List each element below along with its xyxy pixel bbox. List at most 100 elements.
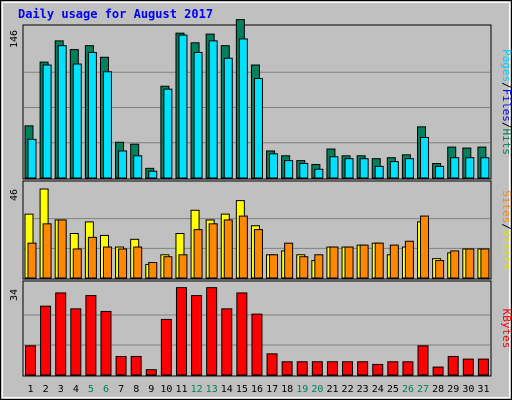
x-tick-label: 21 bbox=[326, 384, 338, 395]
x-tick-label: 16 bbox=[251, 384, 263, 395]
x-tick-label: 30 bbox=[462, 384, 474, 395]
bar-kbytes bbox=[402, 361, 414, 376]
bar-sites bbox=[299, 256, 309, 279]
bar-sites bbox=[148, 262, 158, 279]
legend-label-part: Pages bbox=[500, 49, 512, 82]
panel-visits-sites: 46 Sites/Visits bbox=[9, 180, 512, 280]
bar-sites bbox=[87, 236, 97, 279]
bar-sites bbox=[208, 223, 218, 279]
bar-files bbox=[208, 40, 218, 179]
bar-kbytes bbox=[40, 305, 52, 376]
bar-files bbox=[148, 170, 158, 179]
bar-kbytes bbox=[55, 292, 67, 376]
x-tick-label: 4 bbox=[73, 384, 79, 395]
y-max-label: 146 bbox=[9, 30, 20, 48]
bar-sites bbox=[269, 254, 279, 279]
x-tick-label: 2 bbox=[43, 384, 49, 395]
bar-sites bbox=[27, 242, 37, 279]
bar-files bbox=[118, 150, 128, 179]
bar-files bbox=[359, 158, 369, 179]
x-tick-label: 24 bbox=[372, 384, 384, 395]
x-tick-label: 14 bbox=[221, 384, 233, 395]
x-tick-label: 10 bbox=[160, 384, 172, 395]
x-tick-label: 19 bbox=[296, 384, 308, 395]
x-tick-label: 3 bbox=[58, 384, 64, 395]
bar-sites bbox=[223, 219, 233, 279]
legend-label-part: Files bbox=[500, 89, 512, 122]
bar-kbytes bbox=[462, 358, 474, 376]
bar-files bbox=[72, 63, 82, 179]
bar-files bbox=[269, 153, 279, 179]
bar-files bbox=[133, 155, 143, 179]
bar-sites bbox=[374, 242, 384, 279]
bar-sites bbox=[435, 260, 445, 279]
legend-label-part: Visits bbox=[500, 230, 512, 270]
bar-kbytes bbox=[477, 358, 489, 376]
x-tick-label: 7 bbox=[118, 384, 124, 395]
x-tick-label: 22 bbox=[342, 384, 354, 395]
x-tick-label: 9 bbox=[148, 384, 154, 395]
bar-sites bbox=[465, 248, 475, 279]
bar-kbytes bbox=[266, 353, 278, 376]
bar-sites bbox=[284, 242, 294, 279]
x-tick-label: 5 bbox=[88, 384, 94, 395]
bar-kbytes bbox=[387, 361, 399, 376]
x-tick-label: 6 bbox=[103, 384, 109, 395]
x-tick-label: 13 bbox=[206, 384, 218, 395]
x-tick-label: 12 bbox=[191, 384, 203, 395]
bar-kbytes bbox=[206, 287, 218, 376]
bar-sites bbox=[329, 246, 339, 279]
bar-kbytes bbox=[70, 308, 82, 376]
legend-label-part: / bbox=[500, 223, 512, 230]
bar-kbytes bbox=[432, 366, 444, 376]
x-tick-label: 17 bbox=[266, 384, 278, 395]
y-max-label: 46 bbox=[9, 189, 20, 201]
legend-label-part: KBytes bbox=[500, 309, 512, 349]
bar-kbytes bbox=[25, 345, 36, 376]
bar-kbytes bbox=[130, 355, 142, 376]
bar-sites bbox=[133, 246, 143, 279]
bar-sites bbox=[57, 219, 67, 279]
bar-sites bbox=[163, 256, 173, 279]
legend-axis-label: Pages/Files/Hits bbox=[500, 49, 512, 155]
bar-kbytes bbox=[236, 292, 248, 376]
bar-kbytes bbox=[251, 313, 263, 376]
bar-sites bbox=[404, 240, 414, 279]
bar-files bbox=[223, 57, 233, 179]
bar-kbytes bbox=[311, 361, 323, 376]
chart-title: Daily usage for August 2017 bbox=[18, 7, 213, 21]
bar-kbytes bbox=[372, 363, 384, 376]
bar-files bbox=[299, 163, 309, 179]
x-tick-label: 29 bbox=[447, 384, 459, 395]
x-tick-label: 31 bbox=[477, 384, 489, 395]
bar-files bbox=[42, 64, 52, 179]
bar-sites bbox=[238, 215, 248, 279]
bar-kbytes bbox=[326, 361, 338, 376]
bar-files bbox=[344, 158, 354, 179]
x-tick-label: 28 bbox=[432, 384, 444, 395]
x-tick-label: 11 bbox=[175, 384, 187, 395]
bar-kbytes bbox=[191, 295, 203, 376]
bar-files bbox=[193, 51, 203, 179]
bar-kbytes bbox=[85, 295, 97, 376]
legend-label-part: Sites bbox=[500, 190, 512, 223]
bar-sites bbox=[420, 215, 430, 279]
y-max-label: 34 bbox=[9, 289, 20, 301]
bar-files bbox=[480, 157, 490, 179]
bar-files bbox=[253, 78, 263, 179]
x-tick-label: 25 bbox=[387, 384, 399, 395]
bar-files bbox=[87, 51, 97, 179]
bar-kbytes bbox=[447, 355, 459, 376]
bar-files bbox=[435, 165, 445, 179]
panel-kbytes: 34 KBytes bbox=[9, 280, 512, 377]
bar-files bbox=[238, 38, 248, 179]
bar-files bbox=[374, 165, 384, 179]
bar-files bbox=[420, 136, 430, 179]
bar-files bbox=[404, 158, 414, 179]
bar-files bbox=[450, 157, 460, 179]
legend-axis-label: Sites/Visits bbox=[500, 190, 512, 270]
legend-label-part: / bbox=[500, 122, 512, 129]
